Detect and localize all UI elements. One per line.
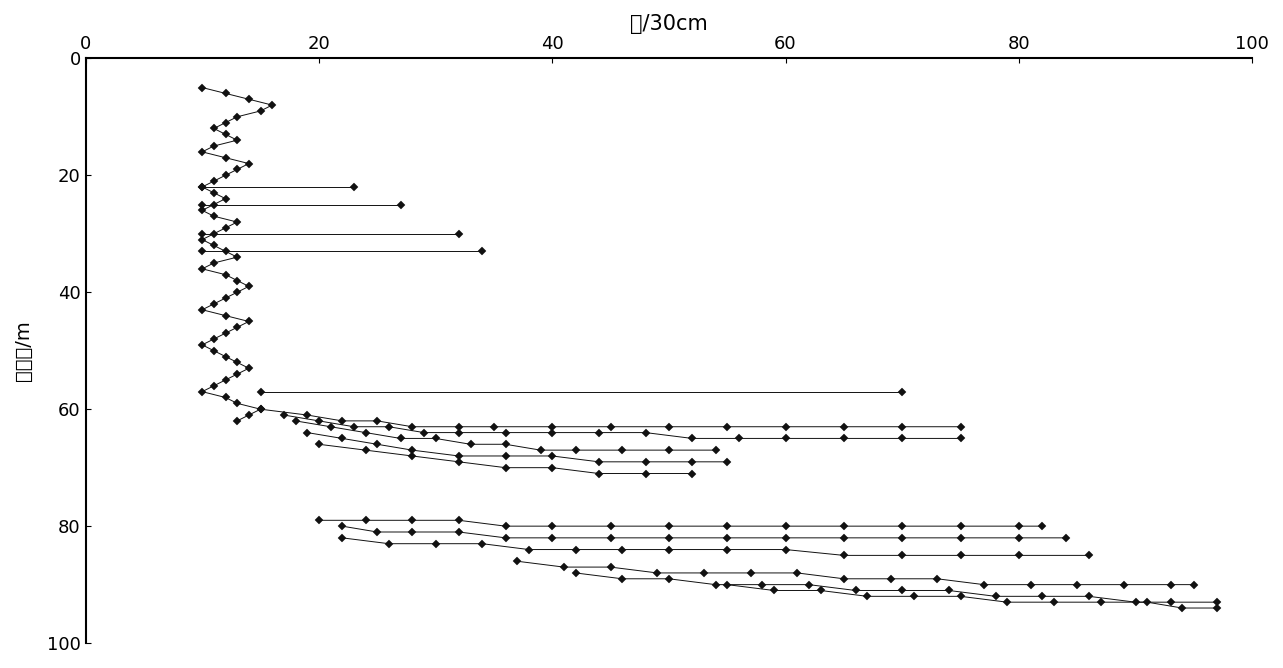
X-axis label: 击/30cm: 击/30cm xyxy=(630,14,708,34)
Y-axis label: 贯入度/m: 贯入度/m xyxy=(14,321,33,381)
